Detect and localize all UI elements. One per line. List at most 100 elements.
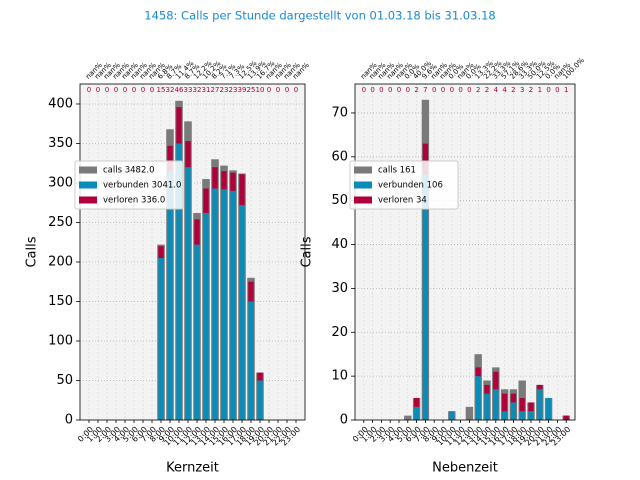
data-label: 46 bbox=[175, 86, 184, 94]
bar-verbunden bbox=[484, 393, 490, 420]
y-tick-label: 60 bbox=[331, 149, 348, 164]
data-label: 0 bbox=[546, 86, 550, 94]
bar-verbunden bbox=[528, 411, 534, 420]
x-axis-label: Kernzeit bbox=[166, 461, 219, 476]
data-label: 0 bbox=[379, 86, 383, 94]
bar-verloren bbox=[501, 393, 508, 412]
bar-verbunden bbox=[230, 190, 236, 420]
bar-verbunden bbox=[248, 301, 254, 420]
data-label: 2 bbox=[414, 86, 418, 94]
bar-verloren bbox=[413, 398, 420, 407]
data-label: 10 bbox=[256, 86, 265, 94]
data-label: 23 bbox=[220, 86, 229, 94]
bar-verbunden bbox=[194, 244, 200, 420]
data-label: 0 bbox=[285, 86, 289, 94]
bar-verbunden bbox=[176, 143, 182, 420]
y-tick-label: 30 bbox=[331, 281, 348, 296]
bar-verbunden bbox=[449, 411, 455, 420]
data-label: 7 bbox=[423, 86, 427, 94]
bar-verbunden bbox=[203, 213, 209, 420]
bar-verbunden bbox=[510, 402, 517, 420]
legend-swatch bbox=[354, 196, 372, 204]
data-label: 0 bbox=[141, 86, 145, 94]
data-label: 25 bbox=[247, 86, 256, 94]
legend-label: calls 161 bbox=[378, 166, 416, 176]
bar-verloren bbox=[221, 171, 227, 190]
data-label: 0 bbox=[267, 86, 271, 94]
bar-verloren bbox=[475, 367, 481, 377]
data-label: 33 bbox=[184, 86, 193, 94]
plot-area bbox=[80, 84, 305, 420]
y-tick-label: 300 bbox=[48, 175, 73, 190]
bar-verloren bbox=[194, 219, 200, 245]
legend-box bbox=[74, 160, 184, 210]
bar-verloren bbox=[203, 188, 209, 214]
data-label: 1 bbox=[564, 86, 568, 94]
legend-swatch bbox=[354, 181, 372, 189]
legend-swatch bbox=[354, 166, 372, 174]
y-tick-label: 20 bbox=[331, 325, 348, 340]
data-label: 0 bbox=[450, 86, 454, 94]
bar-verbunden bbox=[501, 411, 508, 420]
legend-label: verloren 34 bbox=[378, 196, 427, 206]
y-tick-label: 400 bbox=[48, 96, 73, 111]
data-label: 27 bbox=[211, 86, 220, 94]
y-tick-label: 0 bbox=[340, 413, 348, 428]
y-tick-label: 40 bbox=[331, 237, 348, 252]
legend-swatch bbox=[79, 166, 97, 174]
bar-verloren bbox=[528, 402, 534, 412]
data-label: 2 bbox=[511, 86, 515, 94]
bar-verbunden bbox=[167, 171, 173, 420]
data-label: 3 bbox=[520, 86, 524, 94]
legend-swatch bbox=[79, 196, 97, 204]
data-label: 0 bbox=[388, 86, 392, 94]
bar-verloren bbox=[230, 172, 236, 191]
data-label: 32 bbox=[193, 86, 202, 94]
y-tick-label: 200 bbox=[48, 254, 73, 269]
data-label: 0 bbox=[362, 86, 366, 94]
bar-verloren bbox=[510, 393, 517, 403]
data-label: 23 bbox=[229, 86, 238, 94]
data-label: 0 bbox=[123, 86, 127, 94]
data-label: 2 bbox=[476, 86, 480, 94]
bar-verbunden bbox=[475, 376, 481, 420]
bar-verloren bbox=[212, 167, 218, 189]
data-label: 0 bbox=[276, 86, 280, 94]
bar-calls bbox=[404, 415, 412, 420]
data-label: 0 bbox=[370, 86, 374, 94]
bar-verloren bbox=[484, 384, 490, 394]
data-label: 0 bbox=[458, 86, 462, 94]
data-label: 0 bbox=[555, 86, 559, 94]
data-label: 0 bbox=[96, 86, 100, 94]
data-label: 0 bbox=[467, 86, 471, 94]
legend-label: verbunden 106 bbox=[378, 181, 443, 191]
data-label: 4 bbox=[494, 86, 499, 94]
data-label: 0 bbox=[441, 86, 445, 94]
x-axis-label: Nebenzeit bbox=[432, 461, 498, 476]
data-label: 15 bbox=[157, 86, 166, 94]
y-tick-label: 50 bbox=[331, 193, 348, 208]
bar-verloren bbox=[185, 141, 191, 168]
legend-label: calls 3482.0 bbox=[103, 166, 154, 176]
data-label: 1 bbox=[538, 86, 542, 94]
data-label: 0 bbox=[114, 86, 118, 94]
legend-label: verloren 336.0 bbox=[103, 196, 165, 206]
data-label: 0 bbox=[432, 86, 436, 94]
y-tick-label: 50 bbox=[56, 373, 73, 388]
bar-calls bbox=[465, 406, 474, 420]
bar-verloren bbox=[537, 384, 543, 390]
bar-verbunden bbox=[185, 167, 191, 420]
bar-verbunden bbox=[212, 188, 218, 420]
bar-verloren bbox=[257, 372, 263, 381]
data-label: 0 bbox=[406, 86, 410, 94]
bar-verbunden bbox=[519, 411, 525, 420]
legend-box bbox=[349, 160, 459, 210]
bar-verloren bbox=[422, 143, 429, 175]
data-label: 2 bbox=[485, 86, 489, 94]
y-tick-label: 10 bbox=[331, 369, 348, 384]
data-label: 0 bbox=[294, 86, 298, 94]
bar-verloren bbox=[239, 174, 245, 206]
y-tick-label: 350 bbox=[48, 136, 73, 151]
plot-frame bbox=[79, 83, 306, 421]
data-label: 31 bbox=[202, 86, 211, 94]
